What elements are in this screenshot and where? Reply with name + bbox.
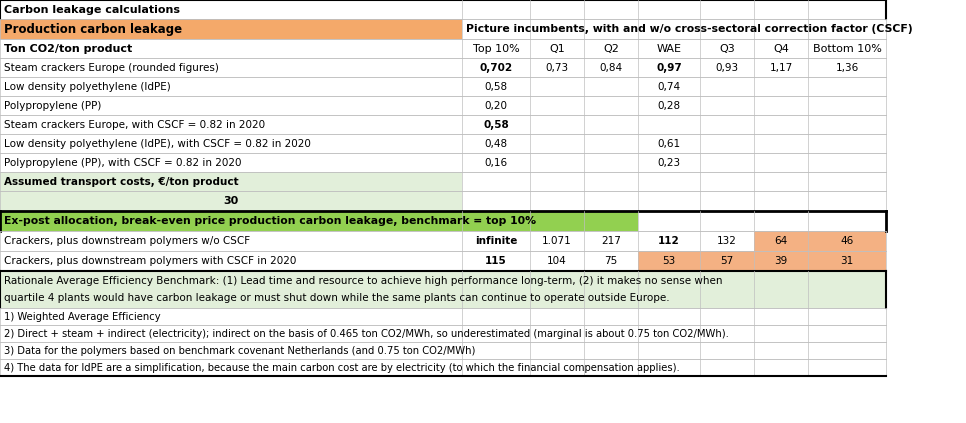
Bar	[0, 39, 886, 58]
Bar	[0, 19, 462, 39]
Text: Carbon leakage calculations: Carbon leakage calculations	[4, 5, 180, 14]
Bar	[0, 231, 462, 251]
Text: 0,48: 0,48	[484, 138, 507, 148]
Text: Ton CO2/ton product: Ton CO2/ton product	[4, 44, 132, 53]
Bar	[584, 231, 638, 251]
Text: 46: 46	[840, 236, 854, 246]
Text: Assumed transport costs, €/ton product: Assumed transport costs, €/ton product	[4, 176, 239, 187]
Bar	[0, 172, 462, 191]
Text: 1) Weighted Average Efficiency: 1) Weighted Average Efficiency	[4, 311, 160, 321]
Text: Q3: Q3	[719, 44, 735, 53]
Bar	[0, 191, 462, 211]
Text: 0,74: 0,74	[658, 82, 681, 91]
Text: 112: 112	[658, 236, 680, 246]
Bar	[0, 271, 886, 308]
Bar	[0, 134, 886, 153]
Text: 53: 53	[663, 256, 675, 266]
Bar	[0, 115, 886, 134]
Bar	[462, 172, 886, 191]
Bar	[584, 251, 638, 271]
Bar	[754, 251, 808, 271]
Text: WAE: WAE	[657, 44, 681, 53]
Text: Q4: Q4	[773, 44, 789, 53]
Text: 0,73: 0,73	[546, 63, 569, 72]
Text: 0,23: 0,23	[658, 157, 681, 168]
Text: Polypropylene (PP), with CSCF = 0.82 in 2020: Polypropylene (PP), with CSCF = 0.82 in …	[4, 157, 242, 168]
Text: 3) Data for the polymers based on benchmark covenant Netherlands (and 0.75 ton C: 3) Data for the polymers based on benchm…	[4, 346, 475, 355]
Text: Q1: Q1	[549, 44, 565, 53]
Text: Rationale Average Efficiency Benchmark: (1) Lead time and resource to achieve hi: Rationale Average Efficiency Benchmark: …	[4, 276, 723, 286]
Text: Low density polyethylene (ldPE), with CSCF = 0.82 in 2020: Low density polyethylene (ldPE), with CS…	[4, 138, 311, 148]
Bar	[0, 308, 886, 325]
Text: 39: 39	[775, 256, 787, 266]
Text: 4) The data for ldPE are a simplification, because the main carbon cost are by e: 4) The data for ldPE are a simplificatio…	[4, 363, 680, 373]
Bar	[638, 251, 700, 271]
Text: 0,58: 0,58	[484, 82, 507, 91]
Text: 64: 64	[775, 236, 787, 246]
Text: Production carbon leakage: Production carbon leakage	[4, 22, 183, 36]
Text: 0,702: 0,702	[479, 63, 513, 72]
Text: 132: 132	[717, 236, 737, 246]
Text: 1,17: 1,17	[769, 63, 793, 72]
Bar	[0, 359, 886, 376]
Text: 1,36: 1,36	[836, 63, 859, 72]
Bar	[0, 77, 886, 96]
Bar	[638, 211, 886, 231]
Text: 0,61: 0,61	[658, 138, 681, 148]
Text: 75: 75	[605, 256, 617, 266]
Text: Bottom 10%: Bottom 10%	[812, 44, 881, 53]
Bar	[808, 231, 886, 251]
Text: 115: 115	[485, 256, 507, 266]
Text: infinite: infinite	[475, 236, 517, 246]
Bar	[462, 19, 886, 39]
Text: Q2: Q2	[603, 44, 619, 53]
Text: Picture incumbents, with and w/o cross-sectoral correction factor (CSCF): Picture incumbents, with and w/o cross-s…	[466, 24, 913, 34]
Text: 0,84: 0,84	[600, 63, 622, 72]
Bar	[0, 342, 886, 359]
Bar	[0, 153, 886, 172]
Text: 1.071: 1.071	[542, 236, 572, 246]
Bar	[638, 231, 700, 251]
Text: 217: 217	[601, 236, 621, 246]
Text: 104: 104	[547, 256, 567, 266]
Text: Steam crackers Europe (rounded figures): Steam crackers Europe (rounded figures)	[4, 63, 219, 72]
Bar	[700, 251, 754, 271]
Text: 0,97: 0,97	[656, 63, 682, 72]
Text: 0,16: 0,16	[484, 157, 507, 168]
Bar	[754, 231, 808, 251]
Bar	[530, 251, 584, 271]
Text: 2) Direct + steam + indirect (electricity); indirect on the basis of 0.465 ton C: 2) Direct + steam + indirect (electricit…	[4, 329, 729, 338]
Text: Ex-post allocation, break-even price production carbon leakage, benchmark = top : Ex-post allocation, break-even price pro…	[4, 216, 536, 226]
Bar	[0, 58, 886, 77]
Text: Steam crackers Europe, with CSCF = 0.82 in 2020: Steam crackers Europe, with CSCF = 0.82 …	[4, 120, 265, 129]
Text: Low density polyethylene (ldPE): Low density polyethylene (ldPE)	[4, 82, 171, 91]
Text: 0,93: 0,93	[716, 63, 739, 72]
Text: Polypropylene (PP): Polypropylene (PP)	[4, 101, 101, 110]
Text: 57: 57	[721, 256, 733, 266]
Bar	[0, 96, 886, 115]
Text: 0,28: 0,28	[658, 101, 681, 110]
Bar	[0, 211, 638, 231]
Text: Top 10%: Top 10%	[472, 44, 520, 53]
Bar	[462, 231, 530, 251]
Bar	[700, 231, 754, 251]
Bar	[462, 191, 886, 211]
Text: Crackers, plus downstream polymers with CSCF in 2020: Crackers, plus downstream polymers with …	[4, 256, 297, 266]
Bar	[0, 325, 886, 342]
Bar	[0, 251, 462, 271]
Text: quartile 4 plants would have carbon leakage or must shut down while the same pla: quartile 4 plants would have carbon leak…	[4, 293, 669, 302]
Bar	[808, 251, 886, 271]
Text: Crackers, plus downstream polymers w/o CSCF: Crackers, plus downstream polymers w/o C…	[4, 236, 250, 246]
Bar	[0, 0, 886, 19]
Text: 30: 30	[223, 196, 239, 206]
Bar	[530, 231, 584, 251]
Text: 31: 31	[840, 256, 854, 266]
Text: 0,58: 0,58	[483, 120, 509, 129]
Bar	[462, 251, 530, 271]
Text: 0,20: 0,20	[485, 101, 507, 110]
